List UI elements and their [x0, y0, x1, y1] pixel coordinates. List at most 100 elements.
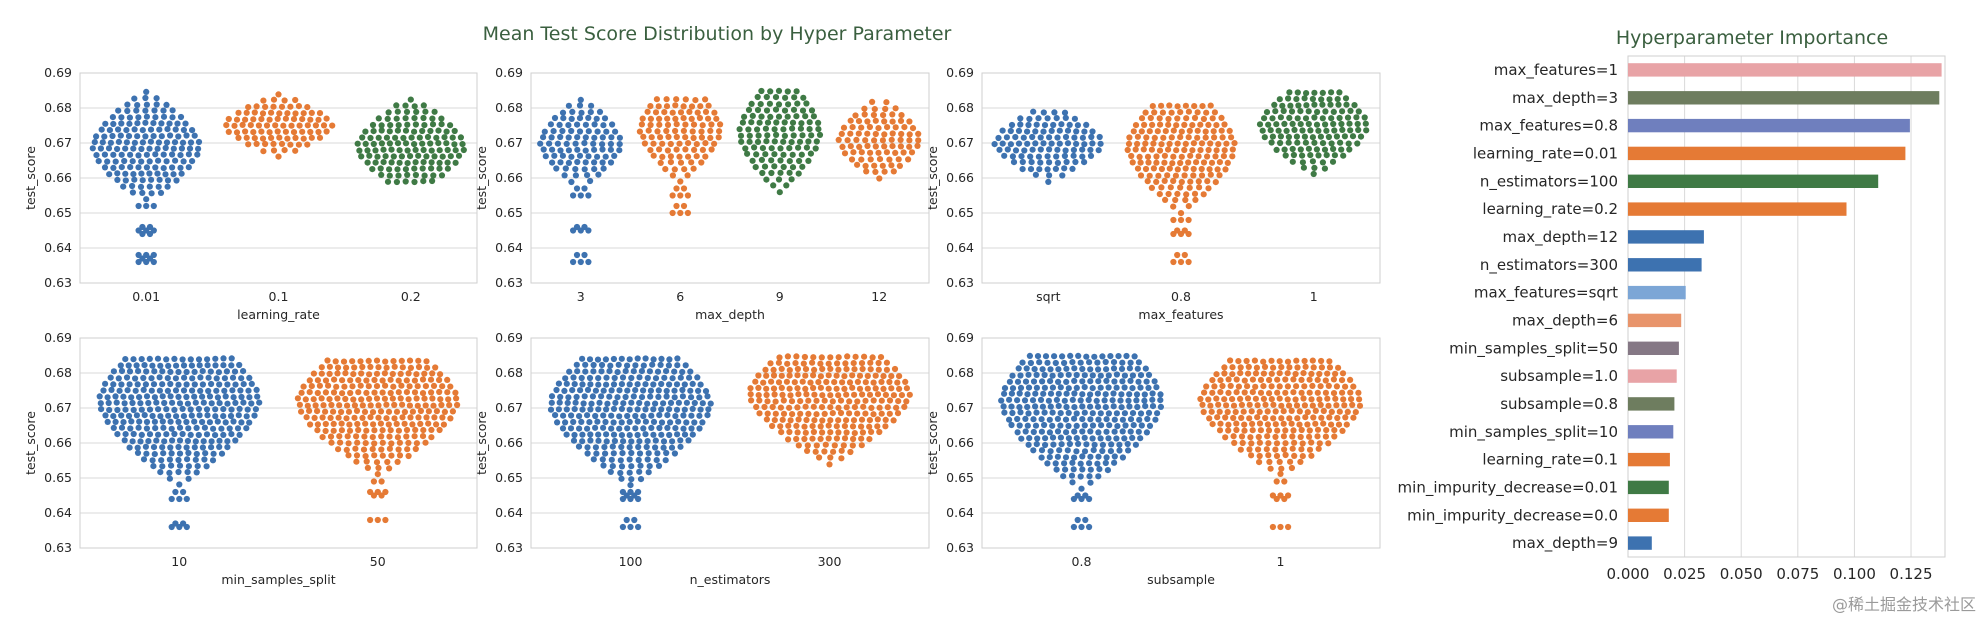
swarm-point	[1272, 446, 1279, 453]
swarm-point	[794, 100, 801, 107]
swarm-point	[1290, 376, 1297, 383]
swarm-point	[350, 396, 357, 403]
swarm-point	[252, 406, 259, 413]
swarm-point	[1177, 134, 1184, 141]
swarm-point	[866, 436, 873, 443]
swarm-point	[827, 454, 834, 461]
swarm-point	[179, 139, 187, 146]
swarm-point	[110, 413, 117, 420]
swarm-point	[1053, 153, 1060, 160]
swarm-point	[647, 115, 655, 122]
swarm-point	[421, 122, 428, 129]
swarm-point	[1081, 141, 1088, 148]
swarm-point	[1335, 421, 1343, 428]
swarm-point	[684, 209, 692, 217]
swarm-point	[1339, 126, 1346, 133]
swarm-point	[1063, 365, 1070, 372]
swarm-point	[1301, 357, 1308, 365]
swarm-point	[681, 166, 688, 173]
swarm-point	[717, 121, 724, 128]
swarm-point	[411, 433, 418, 440]
swarm-point	[559, 425, 567, 432]
swarm-point	[200, 399, 207, 406]
swarm-point	[879, 162, 886, 169]
swarm-point	[756, 397, 763, 404]
swarm-point	[835, 404, 842, 411]
swarm-point	[906, 137, 913, 144]
swarm-point	[441, 408, 448, 415]
swarm-point	[126, 381, 133, 388]
swarm-point	[1018, 435, 1025, 442]
swarm-point	[627, 482, 634, 489]
swarm-point	[708, 121, 715, 128]
y-tick-label: n_estimators=300	[1480, 256, 1618, 275]
swarm-point	[1054, 159, 1061, 166]
swarm-point	[1024, 391, 1031, 398]
swarm-point	[1298, 389, 1305, 396]
swarm-point	[1182, 196, 1189, 204]
swarm-point	[1260, 358, 1267, 365]
swarm-point	[1275, 127, 1282, 134]
swarm-point	[561, 172, 568, 179]
swarm-point	[371, 452, 378, 459]
swarm-point	[1293, 357, 1300, 364]
swarm-point	[565, 159, 573, 166]
swarm-point	[372, 159, 379, 166]
swarm-point	[1134, 365, 1141, 372]
swarm-point	[150, 444, 158, 451]
swarm-point	[387, 389, 394, 397]
swarm-point	[775, 359, 783, 366]
swarm-point	[263, 122, 271, 129]
swarm-point	[784, 113, 791, 120]
swarm-point	[770, 182, 777, 189]
swarm-point	[175, 368, 182, 376]
swarm-point	[591, 159, 598, 166]
importance-bar	[1628, 536, 1652, 550]
swarm-point	[304, 122, 311, 129]
swarm-point	[1279, 102, 1286, 109]
swarm-point	[1156, 191, 1163, 198]
swarm-point	[827, 392, 834, 399]
swarm-point	[825, 422, 832, 429]
swarm-point	[129, 399, 136, 407]
swarm-point	[1240, 408, 1247, 415]
swarm-point	[116, 387, 123, 394]
swarm-point	[1172, 196, 1179, 204]
swarm-point	[1276, 395, 1283, 402]
swarm-point	[1297, 146, 1304, 153]
swarm-point	[366, 152, 373, 159]
swarm-point	[1302, 115, 1310, 122]
swarm-point	[581, 140, 588, 147]
swarm-point	[608, 412, 615, 419]
swarm-point	[652, 444, 659, 451]
swarm-point	[240, 399, 247, 406]
swarm-point	[1061, 397, 1068, 404]
swarm-point	[294, 395, 301, 402]
swarm-point	[1040, 109, 1047, 116]
swarm-point	[379, 389, 386, 396]
swarm-point	[1313, 121, 1321, 128]
swarm-point	[665, 362, 673, 369]
swarm-point	[308, 109, 315, 116]
swarm-point	[1025, 371, 1032, 378]
swarm-point	[1319, 101, 1326, 108]
swarm-point	[1041, 122, 1049, 129]
swarm-point	[1016, 422, 1023, 429]
swarm-point	[1138, 422, 1145, 429]
swarm-point	[316, 134, 324, 141]
swarm-point	[100, 387, 107, 394]
swarm-point	[674, 355, 681, 362]
swarm-point	[159, 368, 166, 375]
axes-frame	[79, 337, 478, 549]
swarm-point	[846, 398, 853, 405]
swarm-point	[611, 374, 618, 382]
swarm-point	[1095, 378, 1102, 385]
swarm-point	[1209, 421, 1216, 428]
swarm-point	[1032, 422, 1040, 429]
swarm-point	[444, 146, 451, 154]
y-tick-label: 0.68	[946, 365, 974, 380]
swarm-point	[1079, 378, 1086, 385]
swarm-point	[1165, 190, 1172, 198]
y-tick-label: 0.69	[946, 65, 974, 80]
swarm-point	[1122, 422, 1129, 429]
